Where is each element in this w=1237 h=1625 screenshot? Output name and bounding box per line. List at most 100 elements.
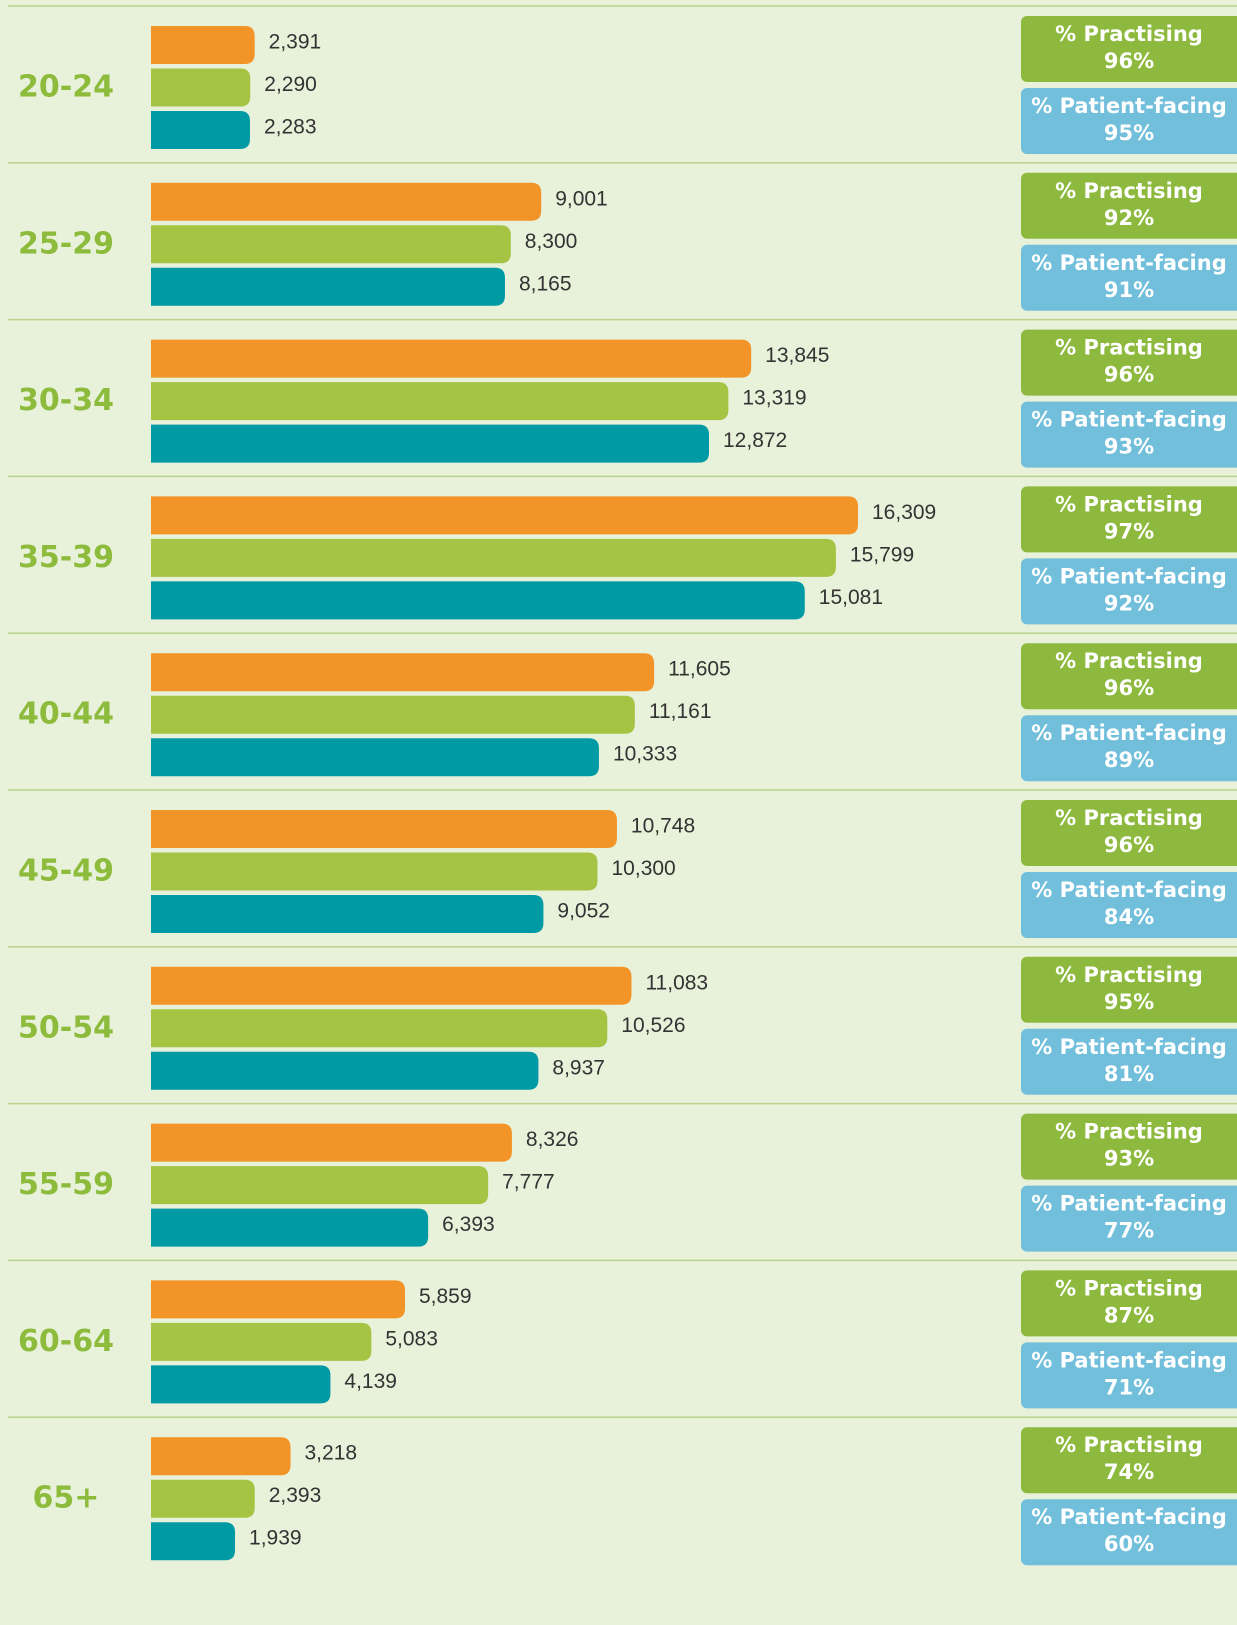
bar	[151, 1322, 372, 1361]
badge-value: 93%	[1104, 1147, 1154, 1171]
value-label: 9,001	[555, 187, 608, 210]
value-label: 2,391	[269, 31, 322, 54]
value-label: 10,333	[613, 743, 677, 766]
bar	[151, 1051, 539, 1090]
bar	[151, 382, 729, 421]
category-label: 35-39	[18, 540, 114, 575]
badge	[1021, 486, 1237, 553]
value-label: 6,393	[442, 1213, 495, 1236]
bar	[151, 26, 255, 64]
badge	[1021, 1270, 1237, 1337]
value-label: 11,083	[645, 971, 708, 994]
badge	[1021, 715, 1237, 782]
value-label: 13,319	[742, 387, 806, 410]
badge-label: % Practising	[1055, 649, 1203, 673]
bar	[151, 424, 710, 463]
category-label: 50-54	[18, 1010, 114, 1045]
badge-label: % Patient-facing	[1031, 564, 1226, 588]
value-label: 8,300	[525, 230, 578, 253]
bar	[151, 653, 655, 692]
value-label: 13,845	[765, 344, 829, 367]
value-label: 2,290	[264, 73, 317, 96]
value-label: 10,526	[621, 1014, 685, 1037]
value-label: 2,393	[269, 1484, 322, 1507]
value-label: 3,218	[305, 1442, 358, 1465]
badge	[1021, 88, 1237, 154]
badge-value: 81%	[1104, 1062, 1154, 1086]
badge	[1021, 1113, 1237, 1180]
badge-label: % Patient-facing	[1031, 1348, 1226, 1372]
category-label: 30-34	[18, 383, 114, 418]
badge	[1021, 1028, 1237, 1095]
bar	[151, 68, 251, 107]
badge-label: % Practising	[1055, 179, 1203, 203]
badge-label: % Patient-facing	[1031, 878, 1226, 902]
bar	[151, 966, 632, 1005]
badge-value: 87%	[1104, 1303, 1154, 1327]
badge-label: % Practising	[1055, 492, 1203, 516]
value-label: 11,161	[649, 700, 712, 723]
badge-label: % Patient-facing	[1031, 94, 1226, 118]
badge	[1021, 401, 1237, 468]
badge	[1021, 329, 1237, 396]
badge	[1021, 1499, 1237, 1566]
value-label: 10,300	[612, 857, 676, 880]
badge-label: % Practising	[1055, 336, 1203, 360]
badge-label: % Practising	[1055, 22, 1203, 46]
badge	[1021, 244, 1237, 311]
category-label: 40-44	[18, 697, 114, 732]
badge-label: % Patient-facing	[1031, 1035, 1226, 1059]
category-label: 65+	[33, 1481, 100, 1516]
category-label: 60-64	[18, 1324, 114, 1359]
badge-label: % Patient-facing	[1031, 1192, 1226, 1216]
badge-value: 96%	[1104, 363, 1154, 387]
badge-value: 60%	[1104, 1532, 1154, 1556]
value-label: 16,309	[872, 501, 936, 524]
badge	[1021, 800, 1237, 866]
bar	[151, 1123, 512, 1162]
badge-value: 92%	[1104, 206, 1154, 230]
badge-label: % Patient-facing	[1031, 1505, 1226, 1529]
bar	[151, 496, 858, 535]
badge-value: 84%	[1104, 905, 1154, 929]
value-label: 9,052	[557, 900, 610, 923]
badge-label: % Patient-facing	[1031, 251, 1226, 275]
bar	[151, 538, 836, 577]
bar	[151, 1166, 489, 1205]
value-label: 8,937	[552, 1056, 605, 1079]
value-label: 2,283	[264, 116, 317, 139]
badge	[1021, 558, 1237, 625]
badge-value: 95%	[1104, 121, 1154, 145]
badge-value: 93%	[1104, 435, 1154, 459]
value-label: 12,872	[723, 429, 787, 452]
bar	[151, 225, 511, 264]
badge-value: 74%	[1104, 1460, 1154, 1484]
badge-label: % Practising	[1055, 806, 1203, 830]
badge-value: 91%	[1104, 278, 1154, 302]
badge-label: % Patient-facing	[1031, 721, 1226, 745]
value-label: 11,605	[668, 658, 731, 681]
bar	[151, 1437, 291, 1476]
badge-label: % Practising	[1055, 1120, 1203, 1144]
badge-value: 89%	[1104, 748, 1154, 772]
value-label: 5,859	[419, 1285, 472, 1308]
badge	[1021, 643, 1237, 710]
badge	[1021, 956, 1237, 1023]
badge	[1021, 1427, 1237, 1494]
category-label: 25-29	[18, 226, 114, 261]
bar	[151, 111, 250, 149]
badge-value: 77%	[1104, 1219, 1154, 1243]
bar	[151, 810, 617, 848]
bar	[151, 852, 598, 891]
badge	[1021, 1342, 1237, 1409]
bar	[151, 1280, 405, 1319]
bar	[151, 695, 635, 734]
value-label: 1,939	[249, 1527, 302, 1550]
bar	[151, 738, 599, 777]
badge	[1021, 172, 1237, 239]
bar	[151, 581, 805, 620]
bar	[151, 1479, 255, 1518]
value-label: 10,748	[631, 815, 695, 838]
value-label: 4,139	[344, 1370, 397, 1393]
